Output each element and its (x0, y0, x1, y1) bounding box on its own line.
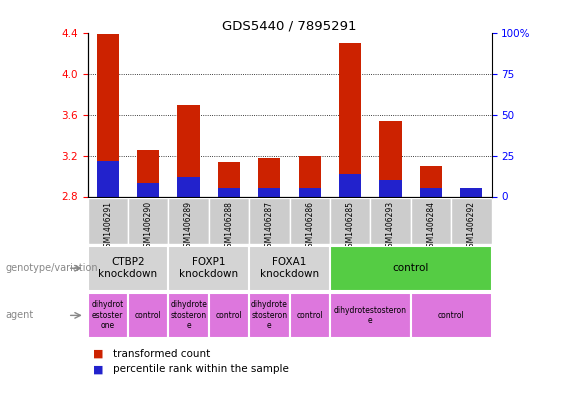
Text: GSM1406292: GSM1406292 (467, 201, 476, 252)
Text: control: control (297, 311, 323, 320)
Bar (209, 293, 249, 338)
Bar (411, 293, 492, 338)
Bar (460, 188, 483, 196)
Bar (380, 121, 402, 196)
Bar (258, 188, 280, 196)
Text: dihydrot
estoster
one: dihydrot estoster one (92, 301, 124, 330)
Text: GSM1406291: GSM1406291 (103, 201, 112, 252)
Bar (88, 246, 168, 291)
Text: agent: agent (6, 310, 34, 320)
Bar (460, 190, 483, 196)
Bar (218, 162, 240, 196)
Bar (137, 184, 159, 196)
Bar (290, 198, 330, 244)
Text: control: control (216, 311, 242, 320)
Text: GSM1406289: GSM1406289 (184, 201, 193, 252)
Bar (339, 42, 361, 196)
Text: GSM1406293: GSM1406293 (386, 201, 395, 252)
Bar (371, 198, 411, 244)
Text: genotype/variation: genotype/variation (6, 263, 98, 273)
Bar (451, 198, 492, 244)
Text: control: control (393, 263, 429, 273)
Text: dihydrotestosteron
e: dihydrotestosteron e (334, 306, 407, 325)
Bar (249, 198, 289, 244)
Bar (137, 150, 159, 196)
Bar (249, 246, 330, 291)
Text: dihydrote
stosteron
e: dihydrote stosteron e (251, 301, 288, 330)
Text: transformed count: transformed count (113, 349, 210, 359)
Text: ■: ■ (93, 349, 104, 359)
Text: GSM1406287: GSM1406287 (265, 201, 274, 252)
Bar (411, 198, 451, 244)
Bar (97, 161, 119, 196)
Text: control: control (135, 311, 162, 320)
Bar (177, 177, 199, 196)
Bar (168, 246, 249, 291)
Text: FOXA1
knockdown: FOXA1 knockdown (260, 257, 319, 279)
Text: GSM1406286: GSM1406286 (305, 201, 314, 252)
Bar (339, 174, 361, 196)
Bar (290, 293, 330, 338)
Text: percentile rank within the sample: percentile rank within the sample (113, 364, 289, 375)
Bar (97, 35, 119, 197)
Bar (88, 198, 128, 244)
Bar (258, 158, 280, 196)
Bar (420, 166, 442, 196)
Bar (128, 293, 168, 338)
Bar (128, 198, 168, 244)
Title: GDS5440 / 7895291: GDS5440 / 7895291 (222, 19, 357, 32)
Bar (218, 188, 240, 196)
Bar (88, 293, 128, 338)
Text: GSM1406284: GSM1406284 (427, 201, 436, 252)
Bar (168, 293, 209, 338)
Bar (330, 293, 411, 338)
Text: CTBP2
knockdown: CTBP2 knockdown (98, 257, 158, 279)
Text: GSM1406290: GSM1406290 (144, 201, 153, 252)
Bar (299, 156, 321, 196)
Text: GSM1406285: GSM1406285 (346, 201, 355, 252)
Bar (209, 198, 249, 244)
Bar (420, 188, 442, 196)
Bar (330, 198, 371, 244)
Bar (330, 246, 492, 291)
Text: FOXP1
knockdown: FOXP1 knockdown (179, 257, 238, 279)
Text: ■: ■ (93, 364, 104, 375)
Text: GSM1406288: GSM1406288 (224, 201, 233, 252)
Bar (380, 180, 402, 196)
Text: control: control (438, 311, 464, 320)
Bar (168, 198, 209, 244)
Bar (299, 188, 321, 196)
Text: dihydrote
stosteron
e: dihydrote stosteron e (170, 301, 207, 330)
Bar (177, 105, 199, 196)
Bar (249, 293, 289, 338)
